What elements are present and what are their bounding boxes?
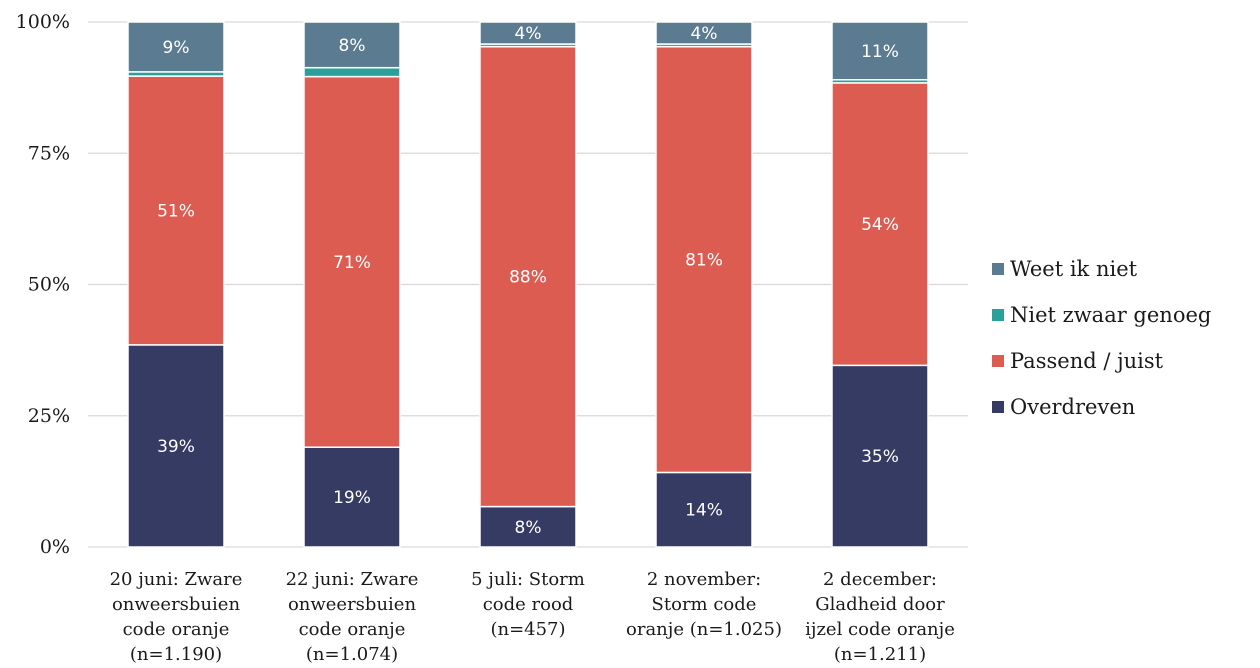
y-tick-label: 25% (28, 405, 70, 427)
bars: 39% 51% 9% 19% 71% 8% 8% 88% 4% 14% 81% 4% 35% 54% 11% (127, 21, 929, 548)
data-label: 9% (163, 38, 190, 58)
data-label: 81% (685, 251, 723, 271)
y-tick-label: 0% (40, 536, 70, 558)
data-label: 71% (333, 253, 371, 273)
x-axis-categories: 20 juni: Zware onweersbuien code oranje (n=… (110, 569, 955, 665)
bar-segment (655, 45, 753, 474)
y-tick-label: 50% (28, 274, 70, 296)
bar-segment (831, 21, 929, 81)
x-category-label: 5 juli: Storm code rood (n=457) (471, 569, 585, 640)
x-category-label: 22 juni: Zware onweersbuien code oranje (n=… (286, 569, 419, 665)
bar-segment (655, 21, 753, 45)
bar-segment (127, 75, 225, 346)
data-label: 8% (339, 36, 366, 56)
legend-swatch (992, 309, 1004, 321)
data-label: 35% (861, 447, 899, 467)
bar-segment (479, 505, 577, 548)
legend-swatch (992, 401, 1004, 413)
data-label: 19% (333, 488, 371, 508)
x-category-label: 20 juni: Zware onweersbuien code oranje (n=… (110, 569, 243, 665)
bar-segment (831, 82, 929, 367)
data-label: 8% (515, 518, 542, 538)
bar-segment (303, 446, 401, 548)
data-label: 54% (861, 215, 899, 235)
bar-segment (655, 471, 753, 548)
legend-swatch (992, 355, 1004, 367)
legend: Weet ik niet Niet zwaar genoeg Passend / j… (992, 257, 1211, 419)
x-category-label: 2 november: Storm code oranje (n=1.025) (626, 569, 782, 640)
data-label: 4% (691, 24, 718, 44)
y-tick-label: 100% (16, 11, 70, 33)
bar-segment (303, 21, 401, 69)
bar-segment (127, 344, 225, 548)
data-label: 14% (685, 501, 723, 521)
bar-segment (303, 75, 401, 448)
data-label: 51% (157, 201, 195, 221)
bar-segment (127, 21, 225, 73)
data-label: 88% (509, 268, 547, 288)
legend-label: Niet zwaar genoeg (1010, 303, 1211, 327)
bar-segment (303, 66, 401, 78)
bar-segment (831, 364, 929, 548)
bar-segment (479, 21, 577, 45)
legend-label: Overdreven (1010, 395, 1135, 419)
legend-label: Weet ik niet (1010, 257, 1138, 281)
data-label: 11% (861, 42, 899, 62)
legend-label: Passend / juist (1010, 349, 1164, 373)
legend-swatch (992, 263, 1004, 275)
data-label: 4% (515, 24, 542, 44)
y-tick-label: 75% (28, 142, 70, 164)
data-label: 39% (157, 437, 195, 457)
y-axis-ticks: 0% 25% 50% 75% 100% (16, 11, 70, 558)
x-category-label: 2 december: Gladheid door ijzel code oranj… (805, 569, 955, 665)
bar-segment (479, 45, 577, 508)
